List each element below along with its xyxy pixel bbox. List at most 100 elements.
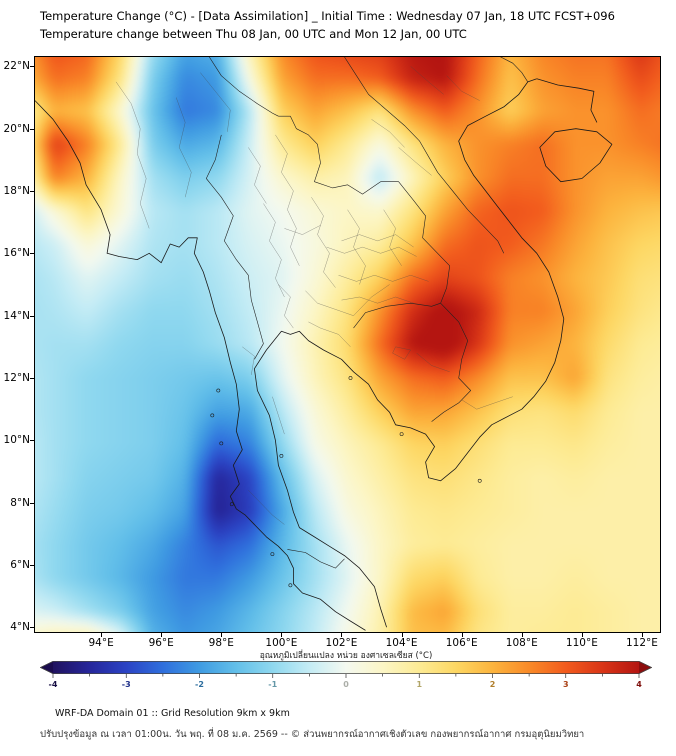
lat-axis-label: 18°N — [3, 185, 30, 197]
lat-axis-tick — [30, 191, 35, 192]
colorbar-label: อุณหภูมิเปลี่ยนแปลง หน่วย องศาเซลเซียส (… — [259, 651, 433, 661]
lon-axis-label: 108°E — [505, 637, 538, 649]
island-outline — [477, 478, 482, 483]
map-border-line — [338, 274, 429, 282]
map-border-line — [305, 284, 390, 316]
map-border-line — [461, 396, 513, 410]
lat-axis-tick — [30, 128, 35, 130]
colorbar-extend-high — [639, 661, 652, 674]
footer-domain-info: WRF-DA Domain 01 :: Grid Resolution 9km … — [55, 708, 290, 719]
lon-axis-tick — [521, 632, 523, 637]
map-border-line — [416, 352, 450, 373]
lat-axis-label: 8°N — [10, 496, 30, 509]
lon-axis-tick — [581, 632, 583, 637]
island-outline — [399, 432, 404, 437]
lat-axis-tick — [30, 440, 35, 442]
island-outline — [348, 376, 353, 380]
colorbar-gradient — [53, 661, 639, 674]
map-border-line — [344, 57, 505, 254]
map-border-line — [278, 115, 450, 304]
map-border-line — [383, 209, 402, 266]
lat-axis-tick — [30, 564, 35, 566]
colorbar-tick-label: 2 — [489, 680, 496, 689]
island-outline — [279, 453, 284, 458]
map-border-line — [371, 119, 405, 148]
colorbar-outline — [40, 661, 652, 674]
lat-axis-tick — [30, 378, 35, 379]
map-border-line — [326, 246, 417, 257]
lon-axis-label: 106°E — [445, 637, 478, 649]
map-border-line — [353, 302, 441, 329]
map-border-line — [398, 147, 432, 176]
lat-axis-tick — [30, 253, 35, 255]
colorbar-tick-label: -4 — [48, 680, 58, 689]
map-border-line — [206, 134, 264, 360]
lat-axis-tick — [30, 502, 35, 504]
map-border-line — [341, 234, 414, 248]
lon-axis-tick — [401, 632, 403, 637]
lat-axis-label: 20°N — [3, 122, 30, 135]
colorbar — [40, 661, 652, 678]
lon-axis-label: 104°E — [385, 637, 418, 649]
map-border-line — [308, 321, 351, 347]
lon-axis-label: 98°E — [208, 637, 234, 649]
lon-axis-tick — [341, 632, 343, 637]
lon-axis-label: 100°E — [265, 637, 298, 649]
colorbar-tick-label: -1 — [268, 680, 278, 689]
map-border-line — [254, 78, 565, 628]
lat-axis-label: 16°N — [3, 247, 30, 260]
footer-update-info: ปรับปรุงข้อมูล ณ เวลา 01:00น. วัน พฤ. ที… — [40, 729, 585, 740]
lat-axis-tick — [30, 315, 35, 317]
map-border-line — [500, 57, 529, 83]
island-outline — [210, 413, 215, 418]
colorbar-extend-low — [40, 661, 53, 674]
lon-axis-tick — [161, 632, 163, 637]
map-border-line — [347, 209, 366, 285]
map-border-line — [431, 302, 471, 422]
lon-axis-label: 110°E — [565, 637, 598, 649]
map-border-line — [392, 346, 411, 360]
page-subtitle: Temperature change between Thu 08 Jan, 0… — [40, 27, 467, 41]
map-border-line — [341, 296, 414, 304]
lon-axis-tick — [281, 632, 283, 637]
lon-axis-tick — [641, 632, 643, 637]
map-border-line — [539, 128, 613, 183]
map-border-line — [446, 75, 480, 101]
country-borders-overlay — [35, 57, 613, 631]
map-border-line — [35, 100, 366, 631]
map-border-line — [311, 197, 336, 288]
lon-axis-tick — [221, 632, 223, 637]
map-border-line — [536, 78, 598, 123]
map-border-line — [209, 57, 279, 117]
lon-axis-tick — [101, 632, 103, 637]
lat-axis-label: 10°N — [3, 434, 30, 447]
map-border-line — [278, 284, 294, 329]
temperature-heatmap-canvas — [35, 57, 660, 632]
island-outline — [219, 441, 224, 446]
island-outline — [229, 502, 234, 507]
lon-axis-label: 94°E — [88, 637, 114, 649]
map-border-line — [248, 147, 267, 204]
map-border-line — [284, 225, 321, 235]
page-title: Temperature Change (°C) - [Data Assimila… — [40, 9, 615, 23]
lat-axis-label: 22°N — [3, 60, 30, 73]
lat-axis-label: 4°N — [10, 621, 30, 634]
map-border-line — [272, 396, 285, 435]
lat-axis-tick — [30, 627, 35, 629]
lon-axis-label: 112°E — [626, 637, 658, 649]
map-border-line — [410, 66, 444, 95]
lon-axis-label: 96°E — [148, 637, 174, 649]
colorbar-tick-label: 0 — [343, 680, 349, 689]
lon-axis-tick — [461, 632, 463, 637]
map-border-line — [263, 203, 285, 298]
colorbar-tick-label: 1 — [416, 680, 423, 689]
island-outline — [216, 388, 221, 393]
lat-axis-label: 6°N — [10, 558, 30, 571]
map-border-line — [115, 81, 150, 229]
map-border-line — [200, 72, 231, 132]
colorbar-tick-label: -2 — [195, 680, 204, 689]
lon-axis-label: 102°E — [325, 637, 358, 649]
map-border-line — [242, 346, 255, 375]
colorbar-tick-label: -3 — [121, 680, 131, 689]
